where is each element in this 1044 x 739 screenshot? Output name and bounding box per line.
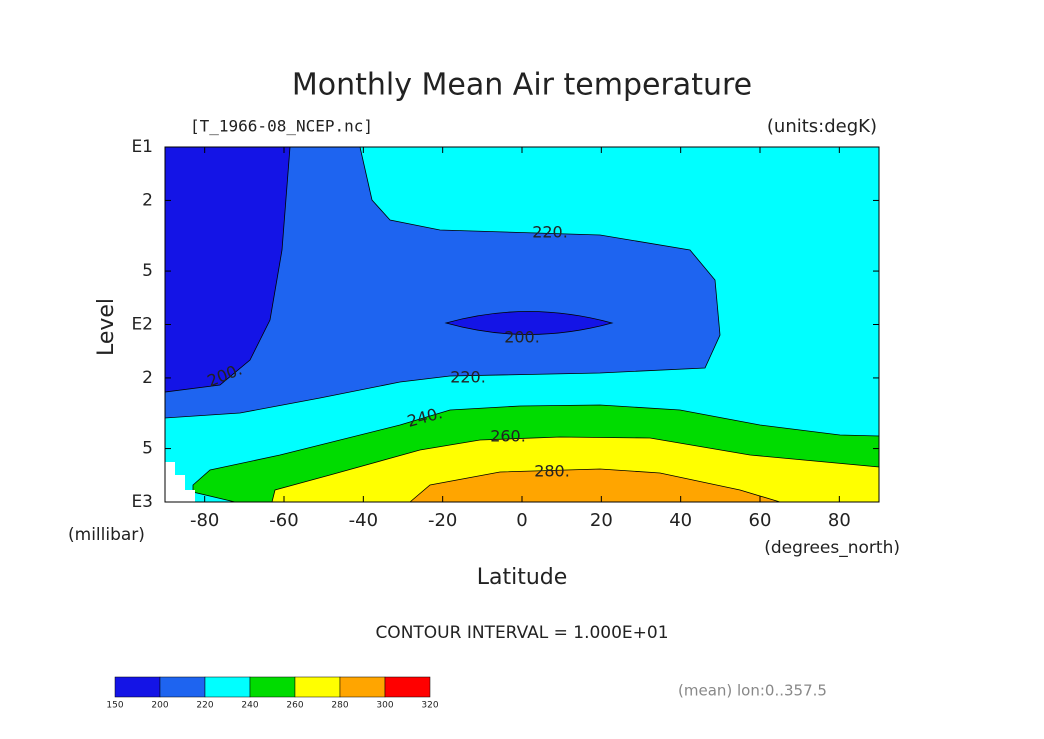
colorbar-label: 260 — [286, 701, 303, 711]
x-tick-label: -40 — [349, 510, 378, 531]
y-unit: (millibar) — [68, 525, 145, 545]
contour-label: 200. — [504, 328, 540, 347]
x-unit: (degrees_north) — [764, 538, 900, 558]
colorbar-box — [384, 676, 431, 698]
x-tick-label: 20 — [590, 510, 613, 531]
x-tick-label: 0 — [516, 510, 527, 531]
y-axis-title: Level — [94, 298, 119, 356]
colorbar-label: 220 — [196, 701, 213, 711]
contour-label: 280. — [534, 462, 570, 481]
missing-data — [165, 462, 195, 502]
y-tick-label: E3 — [131, 492, 153, 512]
contour-label: 260. — [490, 427, 526, 446]
y-tick-label: E2 — [131, 315, 153, 335]
y-tick-label: 5 — [142, 439, 153, 459]
plot-area: 220.200.220.200.240.260.280. — [164, 146, 880, 503]
x-tick-label: -60 — [269, 510, 298, 531]
colorbar-label: 150 — [106, 701, 123, 711]
fill-region — [408, 468, 781, 503]
x-tick-label: 40 — [669, 510, 692, 531]
colorbar-label: 320 — [421, 701, 438, 711]
contour-label: 220. — [532, 223, 568, 242]
x-tick-label: -20 — [428, 510, 457, 531]
contour-interval: CONTOUR INTERVAL = 1.000E+01 — [375, 623, 668, 643]
colorbar-box — [204, 676, 251, 698]
colorbar-label: 300 — [376, 701, 393, 711]
fill-region — [164, 146, 721, 419]
colorbar-box — [114, 676, 161, 698]
y-tick-label: 2 — [142, 190, 153, 210]
colorbar-box — [159, 676, 206, 698]
x-tick-label: 60 — [749, 510, 772, 531]
chart-title: Monthly Mean Air temperature — [292, 68, 752, 103]
colorbar-label: 240 — [241, 701, 258, 711]
fill-region — [444, 311, 614, 335]
colorbar-label: 200 — [151, 701, 168, 711]
contour-label: 220. — [450, 368, 486, 387]
y-tick-label: E1 — [131, 137, 153, 157]
y-tick-label: 2 — [142, 368, 153, 388]
y-tick-label: 5 — [142, 261, 153, 281]
colorbar-box — [339, 676, 386, 698]
x-tick-label: 80 — [828, 510, 851, 531]
colorbar-box — [249, 676, 296, 698]
footnote: (mean) lon:0..357.5 — [678, 682, 827, 700]
x-tick-label: -80 — [190, 510, 219, 531]
units: (units:degK) — [767, 116, 877, 137]
colorbar-box — [294, 676, 341, 698]
x-axis-title: Latitude — [477, 565, 568, 590]
subtitle: [T_1966-08_NCEP.nc] — [190, 117, 373, 136]
fill-region — [164, 146, 291, 393]
colorbar-label: 280 — [331, 701, 348, 711]
